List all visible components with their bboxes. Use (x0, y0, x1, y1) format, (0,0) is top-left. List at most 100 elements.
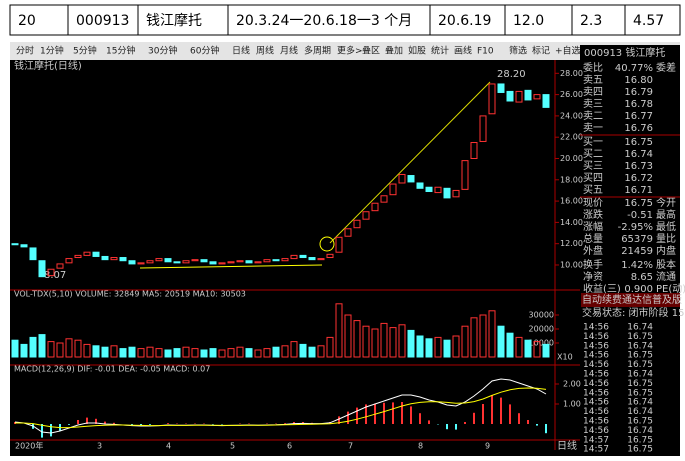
candle (380, 195, 388, 203)
volume-bar (110, 345, 118, 358)
quote-label: 买一 (583, 136, 603, 148)
candle (371, 202, 379, 212)
quote-value: 40.77% (615, 63, 653, 74)
candle (452, 189, 460, 198)
volume-bar (515, 336, 523, 358)
quote-label: 买四 (583, 172, 603, 184)
volume-bar (407, 329, 415, 358)
candle (164, 258, 172, 263)
quote-value: 1.42% (621, 260, 653, 271)
tick-time: 14:56 (583, 417, 609, 427)
volume-bar (146, 346, 154, 358)
volume-bar (497, 325, 505, 358)
volume-bar (245, 348, 253, 358)
toolbar-item: 周线 (256, 45, 274, 57)
volume-bar (398, 324, 406, 358)
candle (29, 247, 37, 261)
tick-time: 14:56 (583, 426, 609, 436)
tick-price: 16.74 (627, 370, 653, 380)
chart-bg (10, 60, 580, 456)
y-tick-label: 14.00 (560, 218, 583, 227)
volume-bar (38, 334, 46, 358)
candle (137, 262, 145, 265)
tick-time: 14:56 (583, 360, 609, 370)
candle (263, 259, 271, 263)
candle (416, 182, 424, 189)
volume-bar (191, 348, 199, 358)
volume-bar (200, 349, 208, 358)
volume-bar (470, 317, 478, 358)
candle (533, 94, 541, 100)
quote-label: 委差 (656, 61, 676, 74)
quote-value: 16.74 (624, 149, 653, 160)
quote-label: 买三 (583, 160, 603, 172)
y-tick-label: 24.00 (560, 111, 583, 120)
candle (182, 260, 190, 264)
y-tick-label: 20.00 (560, 154, 583, 163)
toolbar-item: 统计 (431, 45, 449, 57)
candle (218, 262, 226, 265)
candle (173, 261, 181, 264)
x-tick-label: 2020年 (15, 441, 43, 451)
candle (155, 258, 163, 262)
volume-bar (56, 342, 64, 358)
tick-price: 16.74 (627, 323, 653, 333)
tick-time: 14:56 (583, 370, 609, 380)
y-tick-label: 26.00 (560, 90, 583, 99)
toolbar-item: 如股 (408, 45, 426, 57)
candle (308, 257, 316, 261)
quote-label: 现价 (583, 197, 603, 209)
volume-bar (272, 346, 280, 358)
volume-bar (506, 332, 514, 358)
tick-price: 16.75 (627, 388, 653, 398)
volume-bar (182, 346, 190, 358)
chart-layer: 10.00 12.00 14.00 16.00 18.00 20.00 22.00 24.00… (11, 61, 685, 455)
status: 交易状态: 闭市阶段 15 (582, 306, 684, 319)
quote-label: 卖五 (583, 74, 603, 86)
quote-value: -0.51 (627, 210, 653, 221)
quote-value: 16.71 (624, 185, 653, 196)
tick-time: 14:57 (583, 445, 609, 455)
table-cell: 2.3 (580, 13, 602, 29)
quote-value: -2.95% (618, 222, 653, 233)
highlight-circle (319, 236, 335, 252)
tick-price: 16.74 (627, 341, 653, 351)
quote-value: 16.72 (624, 173, 653, 184)
notice: 自动续费通达信普及版 (582, 293, 682, 306)
volume-bar (173, 348, 181, 358)
candle (200, 259, 208, 263)
volume-unit: X10 (557, 353, 573, 362)
quote-label: 卖四 (583, 86, 603, 98)
candle (506, 90, 514, 102)
volume-bar (416, 335, 424, 358)
volume-bar (164, 349, 172, 358)
volume-bar (443, 339, 451, 358)
quote-label: 内盘 (656, 244, 676, 257)
annotation: 8.07 (44, 270, 66, 281)
volume-bar (362, 325, 370, 358)
candle (488, 83, 496, 115)
candle (479, 115, 487, 142)
volume-bar (74, 339, 82, 358)
y-tick-label: 22.00 (560, 133, 583, 142)
quote-label: 净资 (583, 270, 603, 283)
tick-price: 16.74 (627, 426, 653, 436)
toolbar-item: 日线 (232, 45, 250, 57)
toolbar-item: 标记 (532, 45, 550, 57)
toolbar-item: 30分钟 (148, 45, 177, 57)
candle (254, 261, 262, 264)
quote-value: 16.75 (624, 137, 653, 148)
trend-line (139, 264, 323, 269)
toolbar-item: 画线 (454, 45, 472, 57)
tick-time: 14:56 (583, 323, 609, 333)
table-cell: 20.3.24一20.6.18一3 个月 (236, 13, 412, 29)
toolbar-item: 多周期 (304, 45, 331, 57)
tick-time: 14:56 (583, 398, 609, 408)
x-tick-label: 5 (230, 442, 235, 451)
volume-bar (236, 346, 244, 358)
candle (281, 258, 289, 262)
candle (434, 186, 442, 194)
y-tick-label: 10.00 (560, 260, 583, 269)
quote-label: 最低 (656, 220, 676, 233)
quote-label: 换手 (583, 258, 603, 271)
